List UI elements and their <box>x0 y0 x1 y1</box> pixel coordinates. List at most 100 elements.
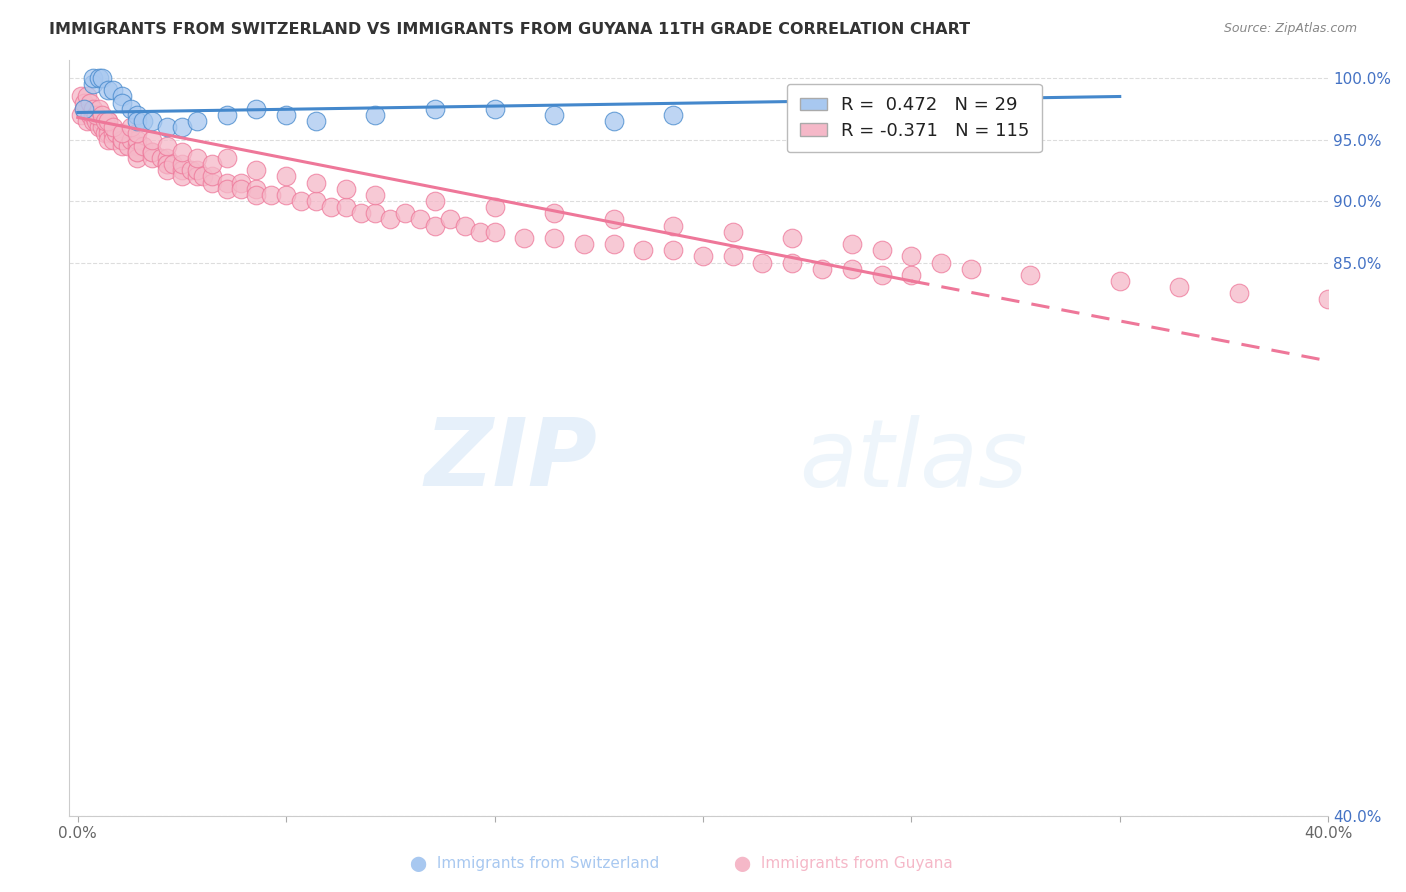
Point <box>84 114 107 128</box>
Point <box>82 70 104 85</box>
Point <box>93 127 115 141</box>
Point <box>170 120 193 135</box>
Point <box>156 163 179 178</box>
Point <box>662 244 685 258</box>
Point <box>201 176 224 190</box>
Point <box>215 176 238 190</box>
Point <box>543 231 565 245</box>
Point <box>319 200 342 214</box>
Point <box>454 219 477 233</box>
Point <box>780 255 803 269</box>
Point <box>305 194 328 208</box>
Point <box>111 132 134 146</box>
Point <box>141 132 163 146</box>
Point <box>170 157 193 171</box>
Point <box>602 114 624 128</box>
Point <box>305 114 328 128</box>
Point <box>87 102 110 116</box>
Point <box>811 102 834 116</box>
Point <box>870 268 893 282</box>
Point <box>186 114 208 128</box>
Point <box>484 102 506 116</box>
Point <box>780 231 803 245</box>
Point <box>180 163 202 178</box>
Point <box>141 151 163 165</box>
Point <box>245 182 267 196</box>
Point <box>960 261 983 276</box>
Point <box>82 108 104 122</box>
Point <box>162 157 184 171</box>
Point <box>423 219 446 233</box>
Point <box>276 187 298 202</box>
Point <box>96 83 118 97</box>
Point <box>120 132 142 146</box>
Point <box>96 127 118 141</box>
Point <box>929 255 952 269</box>
Point <box>82 114 104 128</box>
Point <box>215 151 238 165</box>
Point <box>132 114 155 128</box>
Point <box>127 151 149 165</box>
Point <box>170 163 193 178</box>
Point <box>73 102 96 116</box>
Point <box>105 127 128 141</box>
Point <box>231 182 253 196</box>
Point <box>79 108 101 122</box>
Text: ⬤  Immigrants from Guyana: ⬤ Immigrants from Guyana <box>734 856 953 872</box>
Point <box>111 132 134 146</box>
Point <box>468 225 491 239</box>
Point <box>90 108 112 122</box>
Point <box>484 200 506 214</box>
Point <box>141 114 163 128</box>
Point <box>900 249 922 263</box>
Point <box>960 102 983 116</box>
Point <box>364 108 387 122</box>
Point <box>76 114 98 128</box>
Point <box>132 138 155 153</box>
Point <box>186 163 208 178</box>
Point <box>111 127 134 141</box>
Point <box>73 102 96 116</box>
Point <box>90 120 112 135</box>
Point <box>120 120 142 135</box>
Point <box>87 70 110 85</box>
Point <box>82 102 104 116</box>
Point <box>120 102 142 116</box>
Point <box>602 237 624 252</box>
Point <box>127 132 149 146</box>
Point <box>201 157 224 171</box>
Point <box>439 212 461 227</box>
Point <box>349 206 371 220</box>
Point <box>141 145 163 159</box>
Point <box>662 108 685 122</box>
Legend: R =  0.472   N = 29, R = -0.371   N = 115: R = 0.472 N = 29, R = -0.371 N = 115 <box>787 84 1042 153</box>
Point <box>245 102 267 116</box>
Point <box>260 187 283 202</box>
Point <box>117 138 139 153</box>
Point <box>870 244 893 258</box>
Point <box>69 89 91 103</box>
Point <box>103 132 125 146</box>
Text: IMMIGRANTS FROM SWITZERLAND VS IMMIGRANTS FROM GUYANA 11TH GRADE CORRELATION CHA: IMMIGRANTS FROM SWITZERLAND VS IMMIGRANT… <box>49 22 970 37</box>
Point <box>276 169 298 184</box>
Point <box>103 120 125 135</box>
Point <box>96 132 118 146</box>
Point <box>111 95 134 110</box>
Point <box>364 206 387 220</box>
Point <box>186 169 208 184</box>
Point <box>93 114 115 128</box>
Point <box>245 187 267 202</box>
Point <box>84 108 107 122</box>
Point <box>423 102 446 116</box>
Point <box>751 255 773 269</box>
Point <box>150 151 173 165</box>
Point <box>127 114 149 128</box>
Point <box>1019 268 1042 282</box>
Point <box>423 194 446 208</box>
Point <box>73 95 96 110</box>
Point <box>111 138 134 153</box>
Point <box>513 231 536 245</box>
Point <box>127 127 149 141</box>
Point <box>231 176 253 190</box>
Point <box>1108 274 1130 288</box>
